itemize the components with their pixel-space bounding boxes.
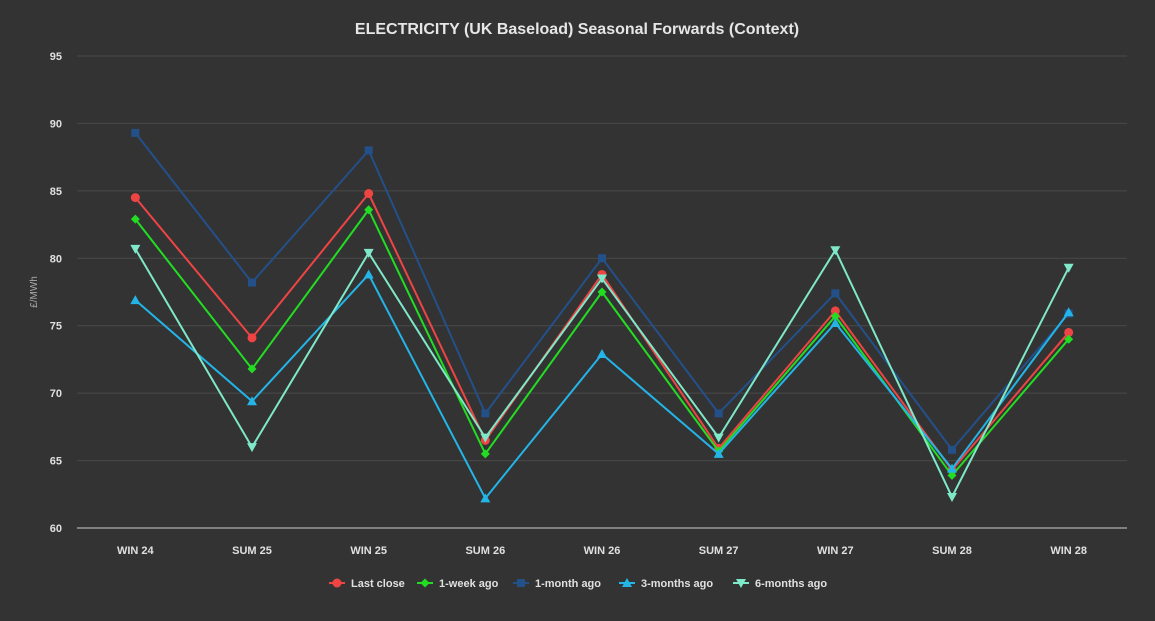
legend-label: 1-month ago bbox=[535, 578, 601, 590]
y-axis-ticks: 60 65 70 75 80 85 90 95 bbox=[50, 51, 62, 535]
y-tick-label: 75 bbox=[50, 321, 62, 333]
legend-label: 3-months ago bbox=[641, 578, 713, 590]
y-tick-label: 70 bbox=[50, 388, 62, 400]
legend-marker-icon[interactable] bbox=[736, 579, 746, 588]
data-point[interactable] bbox=[247, 364, 257, 374]
data-point[interactable] bbox=[714, 409, 723, 418]
data-point[interactable] bbox=[480, 449, 490, 459]
series-group bbox=[130, 128, 1074, 503]
data-point[interactable] bbox=[363, 269, 374, 279]
data-point[interactable] bbox=[830, 246, 841, 256]
data-point[interactable] bbox=[713, 448, 724, 458]
data-point[interactable] bbox=[480, 493, 491, 503]
data-point[interactable] bbox=[1063, 263, 1074, 273]
legend-marker-icon[interactable] bbox=[420, 578, 430, 588]
x-tick-label: WIN 26 bbox=[584, 545, 621, 557]
data-point[interactable] bbox=[713, 433, 724, 443]
data-point[interactable] bbox=[248, 278, 256, 287]
data-point[interactable] bbox=[247, 443, 257, 453]
series-last-close bbox=[130, 189, 1074, 475]
data-point[interactable] bbox=[597, 274, 607, 284]
x-tick-label: WIN 27 bbox=[817, 545, 854, 557]
data-point[interactable] bbox=[830, 306, 840, 316]
series-6-months-ago bbox=[130, 244, 1074, 502]
data-point[interactable] bbox=[130, 295, 141, 305]
legend-item[interactable]: 1-week ago bbox=[417, 578, 499, 590]
data-point[interactable] bbox=[363, 248, 374, 258]
data-point[interactable] bbox=[130, 214, 140, 224]
y-tick-label: 65 bbox=[50, 456, 62, 468]
legend-marker-icon[interactable] bbox=[332, 578, 342, 588]
data-point[interactable] bbox=[364, 189, 374, 199]
series-line bbox=[134, 248, 1070, 500]
y-axis-label: £/MWh bbox=[29, 276, 40, 308]
x-tick-label: SUM 28 bbox=[932, 545, 972, 557]
data-point[interactable] bbox=[1063, 307, 1074, 317]
data-point[interactable] bbox=[947, 492, 957, 502]
data-point[interactable] bbox=[364, 146, 373, 155]
data-point[interactable] bbox=[130, 244, 141, 254]
data-point[interactable] bbox=[1064, 327, 1074, 337]
data-point[interactable] bbox=[830, 318, 841, 328]
y-tick-label: 95 bbox=[50, 51, 62, 63]
legend-label: Last close bbox=[351, 578, 405, 590]
legend-label: 1-week ago bbox=[439, 578, 499, 590]
legend-item[interactable]: 3-months ago bbox=[619, 578, 713, 590]
series-3-months-ago bbox=[130, 269, 1074, 503]
y-tick-label: 80 bbox=[50, 253, 62, 265]
y-tick-label: 60 bbox=[50, 523, 62, 535]
legend-item[interactable]: 6-months ago bbox=[733, 578, 827, 590]
series-line bbox=[134, 207, 1070, 478]
chart-title: ELECTRICITY (UK Baseload) Seasonal Forwa… bbox=[355, 21, 799, 38]
data-point[interactable] bbox=[830, 311, 840, 321]
x-tick-label: WIN 28 bbox=[1050, 545, 1087, 557]
legend[interactable]: Last close 1-week ago 1-month ago 3-months … bbox=[329, 578, 827, 590]
data-point[interactable] bbox=[481, 409, 490, 418]
series-1-week-ago bbox=[130, 205, 1074, 480]
data-point[interactable] bbox=[1064, 334, 1074, 344]
data-point[interactable] bbox=[130, 193, 140, 203]
x-tick-label: WIN 25 bbox=[350, 545, 387, 557]
legend-item[interactable]: 1-month ago bbox=[513, 578, 601, 590]
data-point[interactable] bbox=[247, 396, 257, 406]
data-point[interactable] bbox=[480, 433, 491, 443]
data-point[interactable] bbox=[831, 289, 840, 298]
series-line bbox=[134, 191, 1070, 472]
x-tick-label: WIN 24 bbox=[117, 545, 155, 557]
x-axis-ticks: WIN 24 SUM 25 WIN 25 SUM 26 WIN 26 SUM 27 WIN … bbox=[117, 545, 1087, 557]
x-tick-label: SUM 27 bbox=[699, 545, 739, 557]
data-point[interactable] bbox=[948, 445, 956, 454]
data-point[interactable] bbox=[247, 333, 257, 343]
grid bbox=[77, 55, 1127, 462]
data-point[interactable] bbox=[598, 254, 606, 263]
data-point[interactable] bbox=[131, 128, 140, 137]
legend-marker-icon[interactable] bbox=[517, 579, 525, 587]
y-tick-label: 85 bbox=[50, 186, 62, 198]
legend-marker-icon[interactable] bbox=[622, 578, 632, 587]
y-tick-label: 90 bbox=[50, 118, 62, 130]
data-point[interactable] bbox=[597, 349, 607, 359]
legend-item[interactable]: Last close bbox=[329, 578, 405, 590]
data-point[interactable] bbox=[947, 470, 957, 480]
x-tick-label: SUM 26 bbox=[465, 545, 505, 557]
data-point[interactable] bbox=[364, 205, 374, 215]
x-tick-label: SUM 25 bbox=[232, 545, 272, 557]
data-point[interactable] bbox=[597, 287, 607, 297]
data-point[interactable] bbox=[947, 463, 957, 473]
legend-label: 6-months ago bbox=[755, 578, 827, 590]
